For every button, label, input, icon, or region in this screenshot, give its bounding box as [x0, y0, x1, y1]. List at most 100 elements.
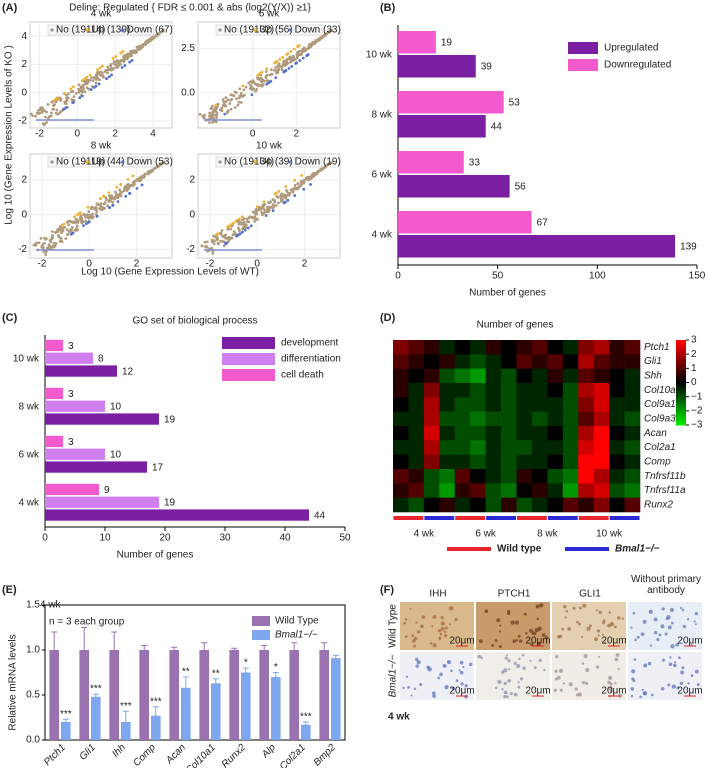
point [121, 49, 125, 53]
heat-cell [562, 368, 579, 384]
heat-cell [562, 411, 579, 427]
row-label: Runx2 [644, 499, 673, 510]
colorbar-step [676, 414, 686, 417]
panel-label: (F) [380, 584, 394, 596]
cell [631, 669, 636, 674]
heat-cell [531, 383, 548, 398]
column-label: GLI1 [579, 589, 601, 600]
point [102, 194, 106, 198]
point [119, 190, 123, 194]
point [84, 215, 88, 219]
point [45, 110, 48, 114]
y-tick-label: 8 wk [371, 110, 393, 121]
heat-cell [501, 440, 517, 455]
heat-cell [393, 469, 409, 484]
heat-cell [454, 340, 471, 355]
heat-cell [393, 368, 409, 384]
heat-cell [531, 354, 548, 369]
point [218, 108, 222, 112]
bar [331, 658, 341, 740]
point [215, 233, 218, 237]
cell [484, 609, 489, 614]
point [108, 197, 112, 201]
heat-cell [470, 411, 486, 427]
heat-cell [578, 497, 594, 513]
point [76, 219, 80, 223]
point [116, 200, 120, 204]
cell [419, 682, 423, 686]
point [106, 71, 109, 75]
cell [641, 688, 644, 691]
point [296, 45, 300, 48]
heat-cell [501, 483, 517, 498]
y-axis-label: Relative mRNA levels [8, 634, 19, 730]
y-tick-label: 1.0 [26, 645, 40, 656]
cell [544, 635, 549, 640]
heat-cell [624, 340, 641, 355]
colorbar-step [676, 354, 686, 358]
cell [584, 681, 589, 686]
colorbar-step [676, 352, 686, 356]
point [127, 183, 131, 186]
point [240, 215, 244, 219]
cell [648, 609, 653, 614]
column-label: IHH [429, 589, 446, 600]
point [269, 200, 272, 204]
point [260, 84, 264, 88]
row-label: Tnfrsf11b [644, 471, 686, 482]
point [325, 163, 329, 167]
cell [609, 690, 613, 693]
point [269, 68, 273, 71]
legend-label: Up (44) [91, 157, 124, 168]
cell [636, 635, 640, 639]
heat-cell [578, 469, 594, 484]
error-bar [231, 647, 238, 652]
point [255, 87, 259, 91]
cell [512, 639, 517, 644]
point [69, 220, 73, 224]
colorbar-step [676, 340, 686, 343]
heat-cell [470, 440, 486, 455]
point [122, 55, 126, 59]
point [79, 89, 83, 93]
point [83, 77, 87, 80]
heat-cell [485, 469, 502, 484]
cell [410, 694, 413, 697]
point [65, 99, 69, 102]
point [100, 71, 104, 75]
cell [564, 616, 567, 619]
point [132, 48, 136, 52]
colorbar-step [676, 403, 686, 407]
cell [459, 660, 464, 665]
legend-label: Down (33) [295, 25, 341, 36]
point [216, 241, 220, 245]
point [152, 35, 156, 39]
legend-marker [50, 160, 54, 164]
x-tick-label: 30 [219, 533, 231, 544]
point [242, 88, 246, 92]
point [78, 96, 82, 100]
heat-cell [609, 397, 625, 412]
cell [666, 614, 671, 620]
legend-label: cell death [281, 370, 324, 381]
point [98, 66, 102, 70]
point [232, 221, 235, 225]
bar [45, 400, 105, 412]
heat-cell [470, 340, 486, 355]
heat-cell [578, 397, 594, 412]
heat-cell [593, 383, 610, 398]
point-cloud [200, 161, 333, 255]
heat-cell [470, 426, 486, 441]
point [269, 205, 273, 209]
point [238, 94, 242, 98]
cell [480, 656, 483, 660]
scale-label: 20μm [449, 686, 474, 697]
y-tick-label: 4 [21, 31, 27, 42]
point [233, 90, 237, 94]
cell [608, 675, 613, 680]
heat-cell [624, 397, 641, 412]
point [224, 242, 227, 246]
colorbar-label: −2 [691, 405, 703, 416]
point [300, 174, 303, 177]
heat-cell [593, 469, 610, 484]
